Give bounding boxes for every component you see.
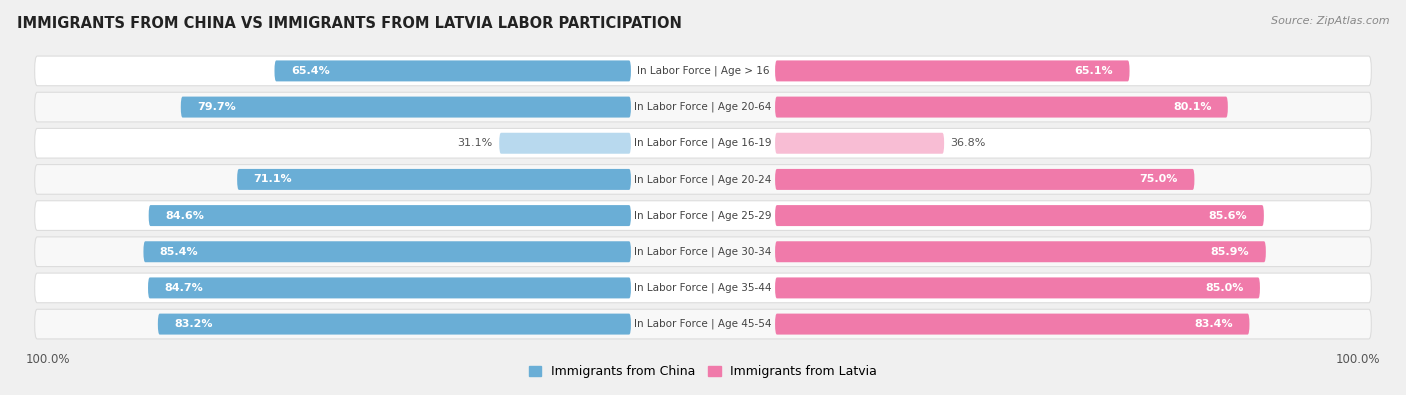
FancyBboxPatch shape <box>35 201 1371 230</box>
Text: 83.4%: 83.4% <box>1195 319 1233 329</box>
Text: 85.4%: 85.4% <box>160 247 198 257</box>
Text: In Labor Force | Age 20-64: In Labor Force | Age 20-64 <box>634 102 772 112</box>
Text: 84.7%: 84.7% <box>165 283 202 293</box>
Text: 80.1%: 80.1% <box>1173 102 1212 112</box>
Text: 85.0%: 85.0% <box>1205 283 1243 293</box>
FancyBboxPatch shape <box>775 314 1250 335</box>
FancyBboxPatch shape <box>143 241 631 262</box>
Text: IMMIGRANTS FROM CHINA VS IMMIGRANTS FROM LATVIA LABOR PARTICIPATION: IMMIGRANTS FROM CHINA VS IMMIGRANTS FROM… <box>17 16 682 31</box>
Text: 83.2%: 83.2% <box>174 319 212 329</box>
FancyBboxPatch shape <box>775 169 1195 190</box>
Text: 65.4%: 65.4% <box>291 66 329 76</box>
Text: 85.9%: 85.9% <box>1211 247 1250 257</box>
Text: Source: ZipAtlas.com: Source: ZipAtlas.com <box>1271 16 1389 26</box>
Text: In Labor Force | Age 35-44: In Labor Force | Age 35-44 <box>634 283 772 293</box>
FancyBboxPatch shape <box>35 309 1371 339</box>
FancyBboxPatch shape <box>148 277 631 298</box>
FancyBboxPatch shape <box>775 205 1264 226</box>
FancyBboxPatch shape <box>775 60 1129 81</box>
FancyBboxPatch shape <box>499 133 631 154</box>
Text: In Labor Force | Age > 16: In Labor Force | Age > 16 <box>637 66 769 76</box>
FancyBboxPatch shape <box>35 273 1371 303</box>
Text: 31.1%: 31.1% <box>457 138 492 148</box>
Text: 85.6%: 85.6% <box>1209 211 1247 220</box>
FancyBboxPatch shape <box>775 97 1227 118</box>
FancyBboxPatch shape <box>775 241 1265 262</box>
Text: In Labor Force | Age 16-19: In Labor Force | Age 16-19 <box>634 138 772 149</box>
FancyBboxPatch shape <box>35 56 1371 86</box>
Legend: Immigrants from China, Immigrants from Latvia: Immigrants from China, Immigrants from L… <box>523 360 883 384</box>
FancyBboxPatch shape <box>149 205 631 226</box>
Text: In Labor Force | Age 45-54: In Labor Force | Age 45-54 <box>634 319 772 329</box>
FancyBboxPatch shape <box>775 133 943 154</box>
FancyBboxPatch shape <box>274 60 631 81</box>
Text: In Labor Force | Age 25-29: In Labor Force | Age 25-29 <box>634 210 772 221</box>
Text: 36.8%: 36.8% <box>950 138 986 148</box>
FancyBboxPatch shape <box>35 237 1371 267</box>
Text: In Labor Force | Age 20-24: In Labor Force | Age 20-24 <box>634 174 772 185</box>
FancyBboxPatch shape <box>238 169 631 190</box>
Text: 84.6%: 84.6% <box>165 211 204 220</box>
FancyBboxPatch shape <box>35 128 1371 158</box>
FancyBboxPatch shape <box>35 92 1371 122</box>
FancyBboxPatch shape <box>181 97 631 118</box>
FancyBboxPatch shape <box>775 277 1260 298</box>
Text: In Labor Force | Age 30-34: In Labor Force | Age 30-34 <box>634 246 772 257</box>
Text: 71.1%: 71.1% <box>253 175 292 184</box>
Text: 79.7%: 79.7% <box>197 102 236 112</box>
FancyBboxPatch shape <box>35 165 1371 194</box>
FancyBboxPatch shape <box>157 314 631 335</box>
Text: 75.0%: 75.0% <box>1140 175 1178 184</box>
Text: 65.1%: 65.1% <box>1074 66 1114 76</box>
